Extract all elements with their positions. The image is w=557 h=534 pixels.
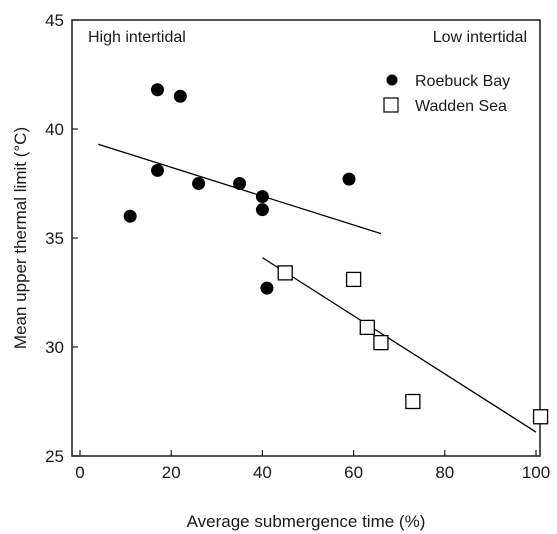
data-point-series-2 <box>277 265 293 281</box>
legend-label-wadden-sea: Wadden Sea <box>415 98 507 115</box>
legend: Roebuck Bay Wadden Sea <box>383 73 510 115</box>
data-point-series-2 <box>532 409 549 425</box>
data-point-series-1 <box>123 209 137 223</box>
legend-label-roebuck-bay: Roebuck Bay <box>415 73 510 90</box>
legend-marker-wadden-sea <box>383 97 399 113</box>
x-axis: 0 20 40 60 80 100 <box>75 450 550 482</box>
x-tick-label: 60 <box>344 463 363 482</box>
data-point-series-1 <box>260 281 274 295</box>
x-tick-label: 20 <box>162 463 181 482</box>
x-axis-label: Average submergence time (%) <box>187 512 426 531</box>
data-point-series-1 <box>173 89 187 103</box>
y-tick-label: 45 <box>45 11 64 30</box>
y-axis: 25 30 35 40 45 <box>45 11 78 466</box>
x-tick-label: 80 <box>435 463 454 482</box>
data-point-series-1 <box>151 83 165 97</box>
data-point-series-1 <box>342 172 356 186</box>
x-tick-label: 0 <box>75 463 84 482</box>
annotation-low-intertidal: Low intertidal <box>433 29 527 46</box>
y-tick-label: 40 <box>45 120 64 139</box>
legend-marker-roebuck-bay <box>386 74 398 86</box>
y-tick-label: 35 <box>45 229 64 248</box>
annotation-high-intertidal: High intertidal <box>88 29 186 46</box>
data-point-series-1 <box>255 203 269 217</box>
y-tick-label: 25 <box>45 447 64 466</box>
data-point-series-1 <box>255 190 269 204</box>
x-tick-label: 100 <box>522 463 550 482</box>
trendlines <box>98 143 537 433</box>
data-point-series-2 <box>373 334 389 351</box>
data-point-series-2 <box>345 271 362 288</box>
data-points <box>123 83 549 425</box>
data-point-series-2 <box>405 393 421 410</box>
data-point-series-1 <box>151 163 165 177</box>
data-point-series-1 <box>192 177 206 190</box>
y-axis-label: Mean upper thermal limit (°C) <box>11 127 30 349</box>
trendline-series-2 <box>262 257 537 433</box>
data-point-series-2 <box>359 319 375 336</box>
y-tick-label: 30 <box>45 338 64 357</box>
x-tick-label: 40 <box>253 463 272 482</box>
data-point-series-1 <box>233 177 247 190</box>
